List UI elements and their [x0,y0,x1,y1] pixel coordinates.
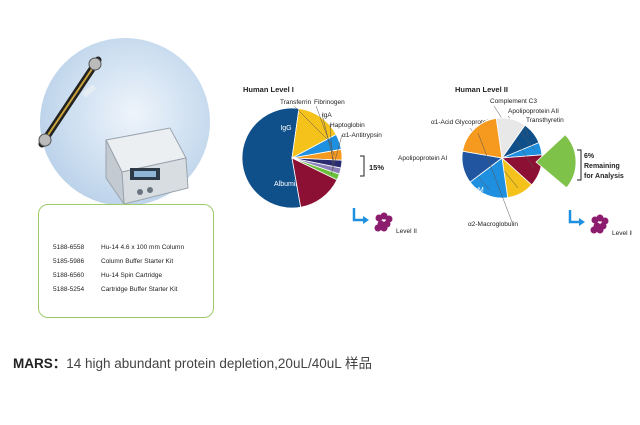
slice-label: IgA [322,112,332,119]
remaining-annotation: for Analysis [584,173,624,180]
caption: MARS：14 high abundant protein depletion,… [13,352,372,372]
depletion-charts: Human Level I Human Level II Albumin IgG T… [241,85,632,237]
label-leader-line [523,124,529,137]
protein-icon [380,224,388,232]
pie-slice-exploded [535,134,577,189]
pie-slice [469,157,509,199]
label-leader-line [478,133,513,223]
bracket [360,155,365,177]
arrow-icon [352,208,364,222]
protein-icon [374,224,382,232]
bracket [577,149,582,181]
arrow-icon [568,210,580,224]
slice-label: α1-Antitrypsin [342,132,382,139]
slice-label: Transthyretin [526,117,564,124]
slice-label: IgM [472,187,484,194]
caption-prefix: MARS： [13,356,67,371]
slice-label: Fibrinogen [314,99,345,106]
caption-text: 14 high abundant protein depletion,20uL/… [66,356,372,371]
slice-label: α2-Macroglobulin [468,221,518,228]
arrow-head-icon [579,218,585,226]
slice-label: Transferrin [280,99,312,106]
instrument-image [105,127,189,206]
pie-slice [495,117,526,160]
percent-annotation: 15% [369,163,384,172]
label-leader-line [293,105,333,145]
remaining-annotation: Remaining [584,163,620,170]
slice-label: Apolipoprotein AII [508,108,559,115]
label-leader-line [329,123,334,170]
level-label: Level II [396,228,417,235]
protein-icon [596,226,604,234]
remaining-annotation: 6% [584,153,595,160]
catalog-list: 5188-6558 Hu-14 4.6 x 100 mm Column 5185-… [38,204,214,318]
pie-slice [241,107,302,209]
chart-title-level2: Human Level II [455,85,508,94]
catalog-row: 5188-5254 Cartridge Buffer Starter Kit [53,286,178,293]
pie-slice [462,117,503,159]
pie-slice [291,157,338,208]
catalog-row: 5188-6560 Hu-14 Spin Cartridge [53,272,163,279]
slice-label: IgG [280,125,291,132]
level-label: Level II [612,230,632,237]
slice-label: Albumin [274,181,299,188]
slice-label: Complement C3 [490,98,537,105]
arrow-head-icon [363,216,369,224]
column-image [38,56,102,148]
protein-icon [590,226,598,234]
catalog-row: 5188-6558 Hu-14 4.6 x 100 mm Column [53,244,185,251]
slice-label: Haptoglobin [330,122,365,129]
pie-level2: Transthyretin Apolipoprotein AII Complemen… [398,98,632,237]
pie-level1: Albumin IgG Transferrin Fibrinogen IgA Haptog… [241,99,417,235]
chart-title-level1: Human Level I [243,85,294,94]
catalog-row: 5185-5986 Column Buffer Starter Kit [53,258,174,265]
product-image: 5188-6558 Hu-14 4.6 x 100 mm Column 5185-… [0,0,230,330]
slice-label: α1-Acid Glycoprotein [431,119,492,126]
slice-label: Apolipoprotein AI [398,155,447,162]
label-leader-line [331,134,343,175]
